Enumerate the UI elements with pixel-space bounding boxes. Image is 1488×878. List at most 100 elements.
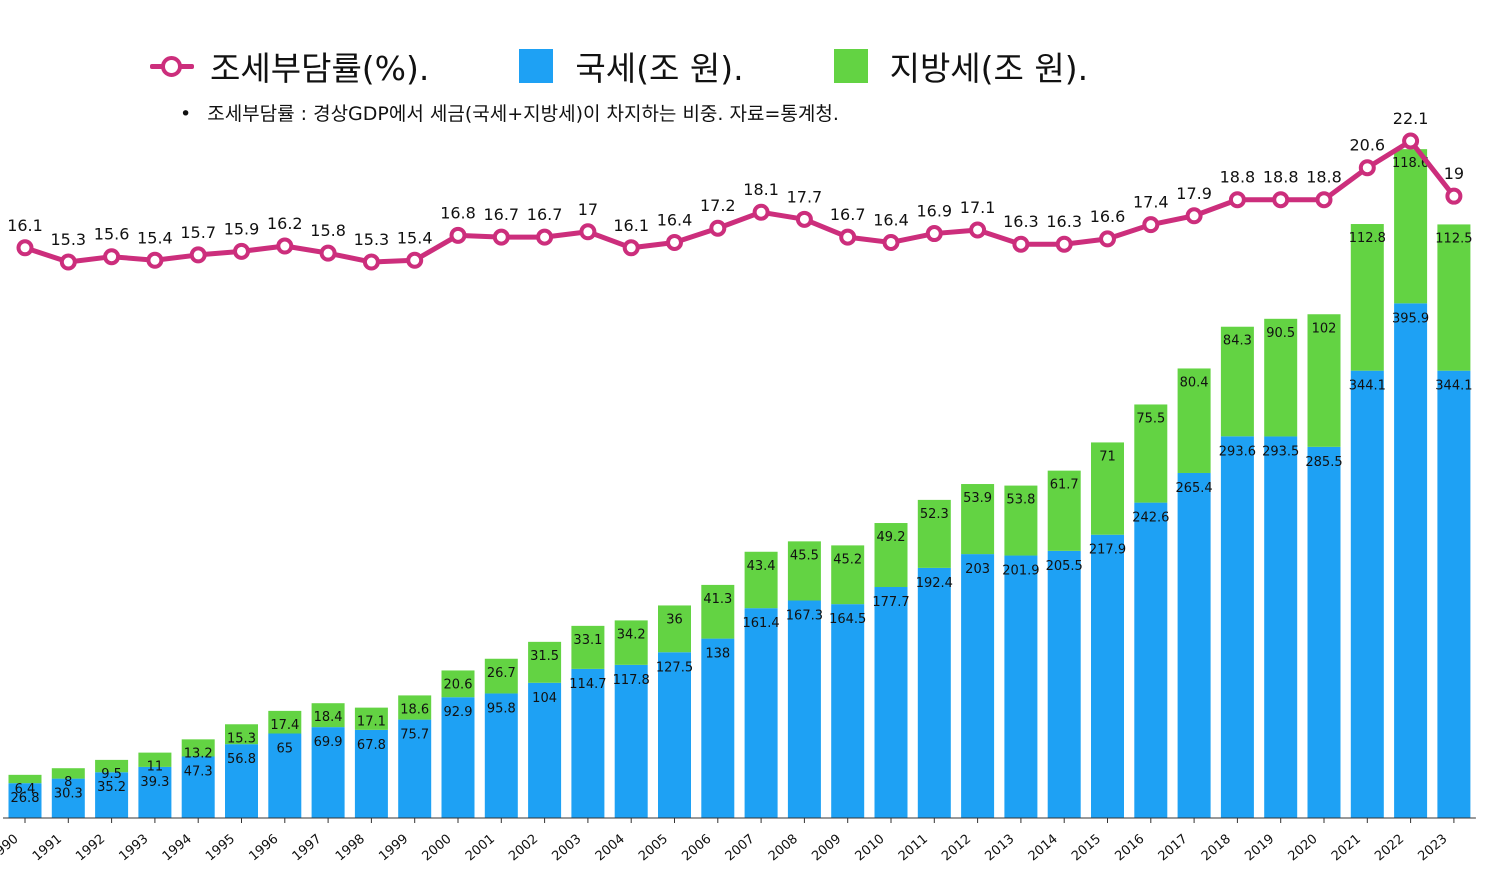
data-label-national: 75.7	[400, 728, 429, 743]
data-label-local: 53.8	[1006, 493, 1035, 508]
legend-label-national: 국세(조 원).	[575, 49, 744, 88]
data-label-rate: 17.1	[960, 198, 996, 217]
rate-point	[1402, 132, 1420, 150]
legend-item-rate: 조세부담률(%).	[150, 42, 429, 90]
data-label-rate: 22.1	[1393, 109, 1429, 128]
x-tick-label: 2018	[1199, 832, 1234, 865]
x-tick-label: 2001	[463, 832, 498, 865]
data-label-national: 161.4	[742, 616, 779, 631]
bar-national	[441, 697, 475, 818]
data-label-rate: 15.7	[180, 223, 216, 242]
bar-local	[225, 724, 258, 745]
rate-point	[882, 233, 900, 251]
rate-point	[449, 226, 467, 244]
x-tick-label: 2011	[896, 832, 931, 865]
line-marker-icon	[150, 56, 194, 77]
data-label-local: 45.2	[833, 552, 862, 567]
data-label-national: 138	[705, 647, 730, 662]
bar-national	[1307, 446, 1341, 818]
bar-national	[874, 586, 908, 818]
data-label-national: 344.1	[1435, 379, 1472, 394]
rate-point	[492, 228, 510, 246]
chart-legend: 조세부담률(%). 국세(조 원). 지방세(조 원).	[150, 40, 1178, 92]
data-label-rate: 18.8	[1220, 168, 1256, 187]
rate-point	[233, 242, 250, 260]
data-label-rate: 15.3	[354, 230, 390, 249]
data-label-local: 80.4	[1180, 375, 1209, 390]
bar-national	[1220, 436, 1254, 818]
bar-national	[831, 604, 865, 818]
bar-local	[701, 584, 735, 639]
green-square-icon	[833, 49, 868, 83]
data-label-national: 30.3	[54, 787, 83, 802]
blue-square-icon	[519, 49, 554, 83]
x-tick-label: 1992	[73, 832, 108, 865]
data-label-rate: 18.1	[743, 180, 779, 199]
x-tick-label: 2017	[1156, 832, 1191, 865]
bar-local	[1177, 368, 1211, 473]
rate-point	[709, 219, 727, 237]
data-label-rate: 15.6	[94, 225, 130, 244]
data-label-rate: 15.9	[224, 219, 260, 238]
bar-national	[181, 756, 215, 818]
rate-point	[362, 253, 380, 271]
bar-local	[181, 739, 215, 757]
legend-label-local: 지방세(조 원).	[889, 49, 1089, 88]
bar-local	[787, 541, 821, 601]
x-tick-label: 1999	[376, 832, 411, 865]
rate-point	[1315, 191, 1333, 209]
note-text: 조세부담률 : 경상GDP에서 세금(국세+지방세)이 차지하는 비중. 자료=…	[207, 103, 839, 125]
data-label-national: 26.8	[11, 791, 40, 806]
rate-point	[925, 225, 943, 243]
bar-national	[1350, 370, 1384, 818]
bar-national	[311, 727, 345, 818]
data-label-national: 69.9	[314, 735, 343, 750]
x-tick-label: 2021	[1329, 832, 1364, 865]
data-label-rate: 16.4	[657, 210, 693, 229]
bar-national	[354, 729, 388, 818]
bar-local	[138, 752, 172, 767]
bar-national	[8, 783, 42, 818]
rate-point	[579, 223, 597, 241]
data-label-local: 61.7	[1050, 478, 1079, 493]
data-label-local: 43.4	[747, 559, 776, 574]
bar-national	[1437, 370, 1471, 818]
bar-local	[528, 641, 562, 683]
data-label-national: 293.5	[1262, 444, 1299, 459]
bar-local	[1134, 404, 1168, 503]
data-label-rate: 17.7	[787, 187, 823, 206]
data-label-local: 33.1	[573, 633, 602, 648]
data-label-rate: 16.3	[1046, 212, 1082, 231]
data-label-rate: 16.6	[1090, 207, 1126, 226]
data-label-local: 112.8	[1349, 231, 1386, 246]
data-label-rate: 16.7	[483, 205, 519, 224]
x-tick-label: 2020	[1286, 832, 1321, 865]
data-label-rate: 16.9	[916, 202, 952, 221]
x-tick-label: 1998	[333, 832, 368, 865]
bar-national	[961, 554, 995, 818]
data-label-local: 102	[1312, 321, 1337, 336]
rate-point	[59, 253, 77, 271]
bar-local	[1394, 149, 1428, 304]
data-label-national: 67.8	[357, 738, 386, 753]
bar-local	[354, 707, 388, 730]
x-tick-label: 2003	[549, 832, 584, 865]
data-label-rate: 16.1	[7, 216, 43, 235]
bar-national	[917, 567, 951, 818]
data-label-rate: 15.3	[50, 230, 86, 249]
rate-point	[536, 228, 554, 246]
bar-local	[961, 484, 995, 555]
data-label-local: 45.5	[790, 548, 819, 563]
bar-local	[95, 759, 129, 773]
data-label-rate: 16.3	[1003, 212, 1039, 231]
rate-point	[1272, 191, 1290, 209]
data-label-local: 31.5	[530, 649, 559, 664]
bar-local	[571, 625, 605, 669]
x-tick-label: 2016	[1112, 832, 1147, 865]
bar-national	[268, 733, 302, 818]
data-label-local: 17.4	[270, 718, 299, 733]
data-label-rate: 15.4	[397, 228, 433, 247]
x-tick-label: 1991	[30, 832, 65, 865]
data-label-rate: 15.4	[137, 228, 173, 247]
bar-national	[1177, 472, 1211, 818]
